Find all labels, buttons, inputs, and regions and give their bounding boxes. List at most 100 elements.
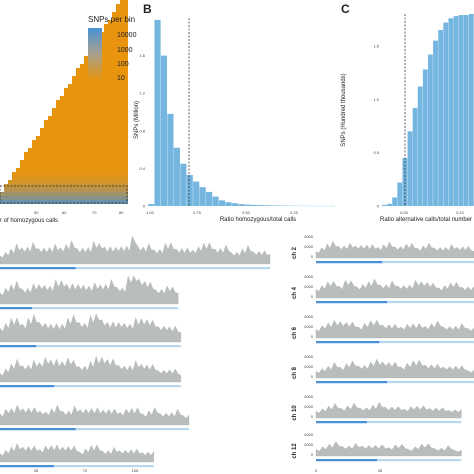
heatmap-cell bbox=[124, 200, 128, 204]
heatmap-cell bbox=[16, 200, 20, 204]
heatmap-cell bbox=[108, 112, 112, 116]
heatmap-cell bbox=[76, 124, 80, 128]
heatmap-cell bbox=[56, 148, 60, 152]
heatmap-cell bbox=[72, 156, 76, 160]
heatmap-cell bbox=[52, 124, 56, 128]
heatmap-cell bbox=[104, 200, 108, 204]
track-y-tick: 0 bbox=[311, 294, 314, 299]
heatmap-cell bbox=[116, 192, 120, 196]
heatmap-cell bbox=[116, 200, 120, 204]
heatmap-cell bbox=[120, 172, 124, 176]
y-tick-label: 1.6 bbox=[139, 53, 145, 58]
heatmap-cell bbox=[104, 56, 108, 60]
heatmap-cell bbox=[96, 104, 100, 108]
heatmap-cell bbox=[60, 152, 64, 156]
heatmap-cell bbox=[120, 88, 124, 92]
track-y-tick: 2000 bbox=[304, 244, 314, 249]
heatmap-cell bbox=[0, 200, 4, 204]
heatmap-cell bbox=[84, 180, 88, 184]
chromosome-label: ch 4 bbox=[292, 286, 298, 299]
heatmap-cell bbox=[72, 124, 76, 128]
heatmap-cell bbox=[76, 144, 80, 148]
heatmap-cell bbox=[80, 140, 84, 144]
heatmap-cell bbox=[120, 68, 124, 72]
heatmap-cell bbox=[28, 196, 32, 200]
heatmap-cell bbox=[112, 188, 116, 192]
heatmap-cell bbox=[96, 144, 100, 148]
heatmap-cell bbox=[124, 196, 128, 200]
heatmap-cell bbox=[64, 120, 68, 124]
heatmap-cell bbox=[112, 32, 116, 36]
heatmap-cell bbox=[72, 112, 76, 116]
heatmap-cell bbox=[68, 132, 72, 136]
heatmap-cell bbox=[60, 172, 64, 176]
centromere-segment bbox=[316, 421, 367, 424]
heatmap-cell bbox=[116, 120, 120, 124]
heatmap-cell bbox=[8, 192, 12, 196]
heatmap-cell bbox=[80, 172, 84, 176]
heatmap-cell bbox=[116, 124, 120, 128]
heatmap-cell bbox=[76, 96, 80, 100]
heatmap-cell bbox=[124, 140, 128, 144]
heatmap-cell bbox=[68, 192, 72, 196]
heatmap-cell bbox=[88, 84, 92, 88]
heatmap-cell bbox=[32, 140, 36, 144]
left-track bbox=[0, 355, 182, 388]
heatmap-cell bbox=[64, 188, 68, 192]
heatmap-cell bbox=[124, 48, 128, 52]
heatmap-cell bbox=[68, 124, 72, 128]
heatmap-cell bbox=[64, 180, 68, 184]
heatmap-cell bbox=[124, 128, 128, 132]
heatmap-cell bbox=[88, 140, 92, 144]
histogram-bar bbox=[382, 204, 387, 206]
heatmap-cell bbox=[52, 172, 56, 176]
left-track bbox=[0, 313, 182, 348]
heatmap-cell bbox=[112, 40, 116, 44]
heatmap-cell bbox=[40, 176, 44, 180]
heatmap-cell bbox=[76, 176, 80, 180]
heatmap-cell bbox=[72, 180, 76, 184]
heatmap-cell bbox=[28, 168, 32, 172]
heatmap-cell bbox=[72, 132, 76, 136]
heatmap-cell bbox=[104, 136, 108, 140]
heatmap-cell bbox=[96, 80, 100, 84]
heatmap-cell bbox=[96, 116, 100, 120]
heatmap-cell bbox=[72, 144, 76, 148]
heatmap-cell bbox=[124, 88, 128, 92]
heatmap-cell bbox=[124, 84, 128, 88]
centromere-segment bbox=[316, 341, 380, 344]
heatmap-cell bbox=[120, 76, 124, 80]
heatmap-cell bbox=[68, 172, 72, 176]
heatmap-cell bbox=[28, 172, 32, 176]
heatmap-cell bbox=[116, 180, 120, 184]
panel-c: C SNPs (Hundred thousands) 1.5 1.0 0.5 0 0.… bbox=[341, 2, 474, 223]
heatmap-cell bbox=[96, 108, 100, 112]
heatmap-cell bbox=[60, 200, 64, 204]
heatmap-cell bbox=[36, 188, 40, 192]
heatmap-cell bbox=[72, 200, 76, 204]
heatmap-cell bbox=[108, 32, 112, 36]
heatmap-cell bbox=[116, 116, 120, 120]
histogram-bar bbox=[412, 107, 418, 206]
heatmap-cell bbox=[64, 132, 68, 136]
b-ylabel: SNPs (Million) bbox=[134, 101, 140, 139]
heatmap-cell bbox=[108, 180, 112, 184]
heatmap-cell bbox=[116, 20, 120, 24]
heatmap-cell bbox=[76, 152, 80, 156]
heatmap-cell bbox=[100, 136, 104, 140]
right-track: ch 4 4000 2000 0 bbox=[292, 274, 474, 304]
heatmap-cell bbox=[84, 168, 88, 172]
heatmap-cell bbox=[84, 116, 88, 120]
heatmap-cell bbox=[56, 124, 60, 128]
heatmap-cell bbox=[88, 104, 92, 108]
y-tick-label: 0 bbox=[143, 204, 146, 209]
heatmap-cell bbox=[116, 96, 120, 100]
heatmap-cell bbox=[88, 108, 92, 112]
heatmap-cell bbox=[104, 196, 108, 200]
histogram-bar bbox=[468, 14, 474, 206]
heatmap-cell bbox=[120, 36, 124, 40]
track-y-tick: 4000 bbox=[304, 432, 314, 437]
heatmap-cell bbox=[120, 4, 124, 8]
heatmap-cell bbox=[56, 196, 60, 200]
c-xticks: 0.05 0.10 bbox=[400, 210, 465, 215]
